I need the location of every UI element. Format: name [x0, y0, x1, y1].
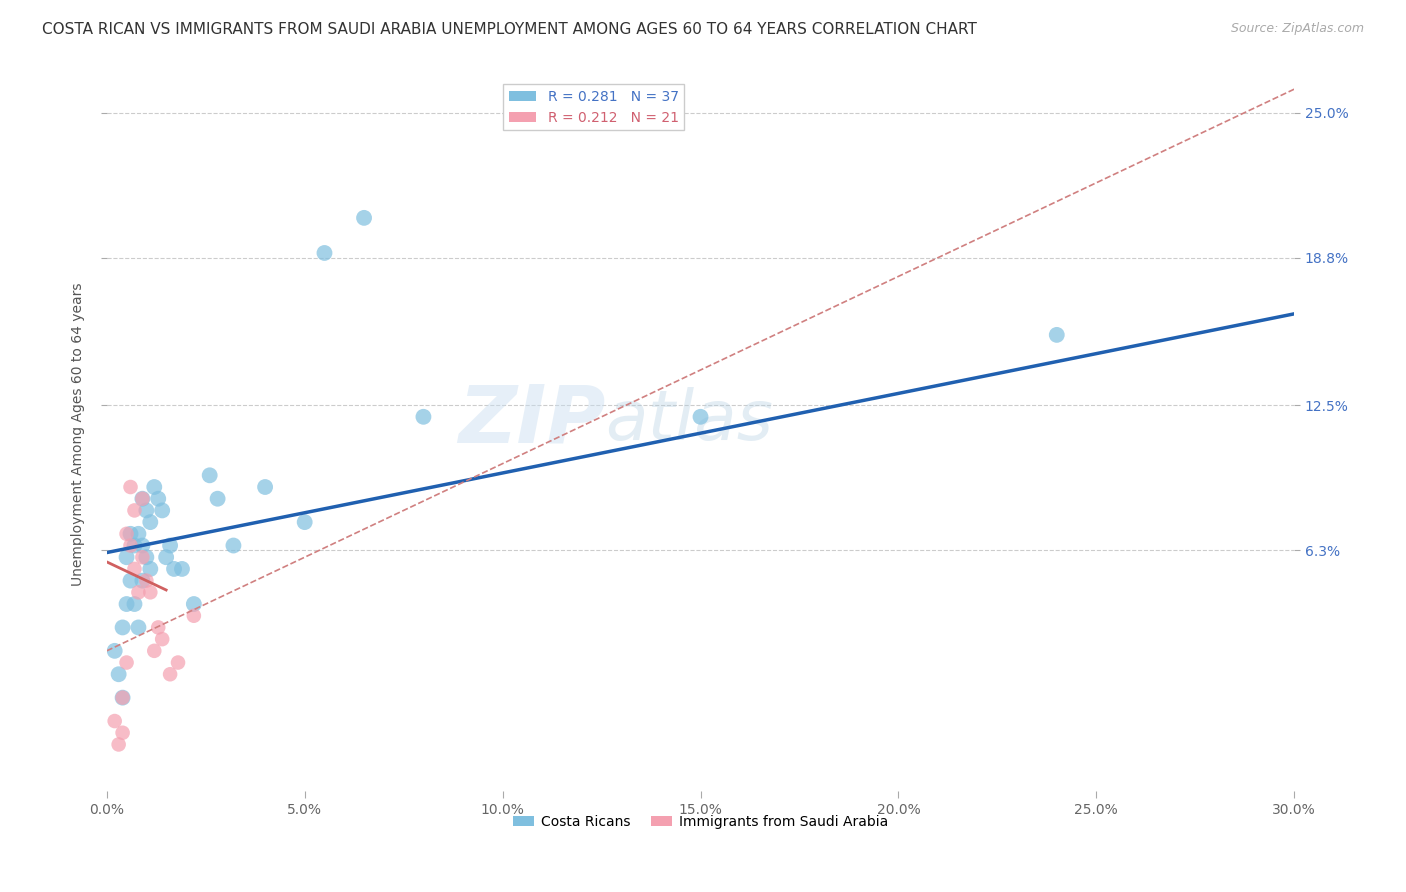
- Point: [111, 690, 134, 705]
- Point: [124, 503, 146, 517]
- Point: [131, 574, 153, 588]
- Point: [111, 620, 134, 634]
- Point: [150, 632, 173, 647]
- Point: [135, 574, 157, 588]
- Point: [159, 667, 181, 681]
- Point: [120, 480, 142, 494]
- Point: [159, 539, 181, 553]
- Point: [120, 539, 142, 553]
- Point: [127, 526, 149, 541]
- Point: [111, 690, 134, 705]
- Point: [150, 503, 173, 517]
- Text: COSTA RICAN VS IMMIGRANTS FROM SAUDI ARABIA UNEMPLOYMENT AMONG AGES 60 TO 64 YEA: COSTA RICAN VS IMMIGRANTS FROM SAUDI ARA…: [42, 22, 977, 37]
- Point: [104, 714, 127, 728]
- Point: [115, 550, 138, 565]
- Point: [115, 597, 138, 611]
- Point: [124, 562, 146, 576]
- Point: [131, 539, 153, 553]
- Point: [689, 409, 711, 424]
- Point: [107, 738, 129, 752]
- Point: [183, 608, 205, 623]
- Point: [148, 620, 170, 634]
- Point: [104, 644, 127, 658]
- Point: [143, 480, 166, 494]
- Point: [148, 491, 170, 506]
- Point: [139, 585, 162, 599]
- Point: [115, 526, 138, 541]
- Text: atlas: atlas: [606, 386, 773, 453]
- Point: [198, 468, 221, 483]
- Point: [131, 550, 153, 565]
- Point: [254, 480, 277, 494]
- Point: [107, 667, 129, 681]
- Point: [163, 562, 186, 576]
- Point: [124, 597, 146, 611]
- Point: [127, 620, 149, 634]
- Point: [135, 503, 157, 517]
- Point: [120, 574, 142, 588]
- Point: [124, 539, 146, 553]
- Point: [155, 550, 177, 565]
- Point: [139, 562, 162, 576]
- Point: [131, 491, 153, 506]
- Point: [167, 656, 190, 670]
- Point: [120, 526, 142, 541]
- Point: [294, 515, 316, 529]
- Point: [183, 597, 205, 611]
- Y-axis label: Unemployment Among Ages 60 to 64 years: Unemployment Among Ages 60 to 64 years: [72, 283, 86, 586]
- Point: [222, 539, 245, 553]
- Point: [170, 562, 193, 576]
- Text: ZIP: ZIP: [458, 381, 606, 459]
- Point: [412, 409, 434, 424]
- Point: [135, 550, 157, 565]
- Point: [1046, 327, 1069, 342]
- Text: Source: ZipAtlas.com: Source: ZipAtlas.com: [1230, 22, 1364, 36]
- Point: [353, 211, 375, 225]
- Point: [207, 491, 229, 506]
- Legend: Costa Ricans, Immigrants from Saudi Arabia: Costa Ricans, Immigrants from Saudi Arab…: [508, 809, 894, 834]
- Point: [131, 491, 153, 506]
- Point: [127, 585, 149, 599]
- Point: [111, 725, 134, 739]
- Point: [143, 644, 166, 658]
- Point: [115, 656, 138, 670]
- Point: [314, 246, 336, 260]
- Point: [139, 515, 162, 529]
